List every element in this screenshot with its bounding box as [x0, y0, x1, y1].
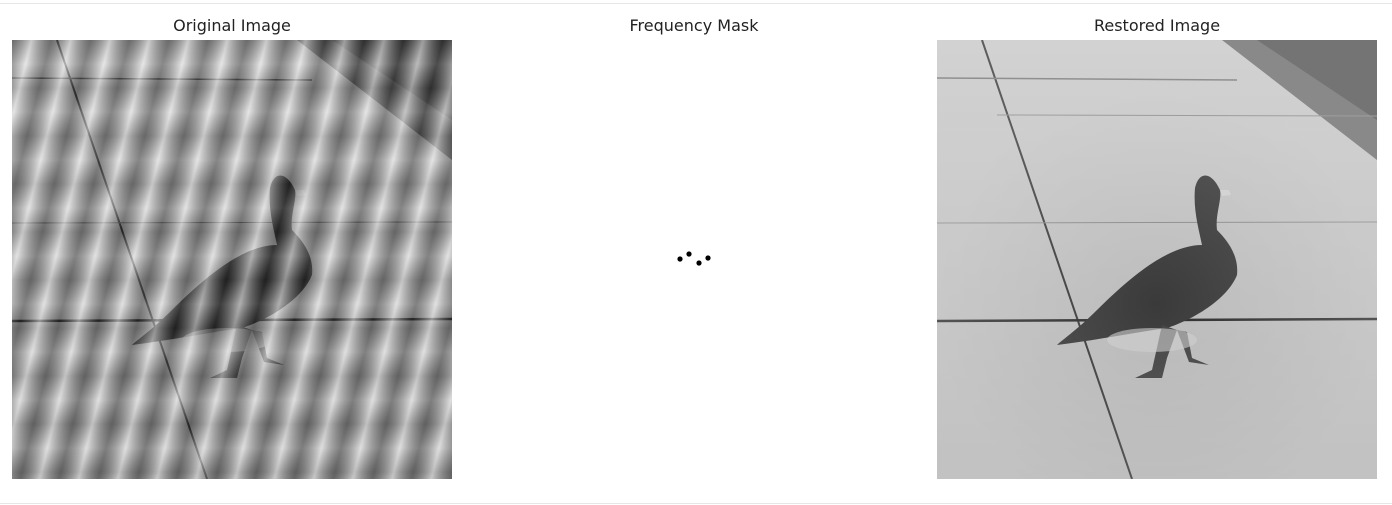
original-image-title: Original Image [173, 16, 291, 35]
restored-image-title: Restored Image [1093, 16, 1221, 35]
mask-dot [677, 256, 683, 262]
top-divider [0, 3, 1392, 4]
restored-image [937, 40, 1377, 479]
frequency-mask-title: Frequency Mask [629, 16, 759, 35]
mask-dot [705, 255, 711, 261]
frequency-mask-image [474, 40, 914, 479]
mask-dot [696, 260, 702, 266]
bottom-divider [0, 503, 1392, 504]
original-image [12, 40, 452, 479]
mask-dot [686, 251, 692, 257]
